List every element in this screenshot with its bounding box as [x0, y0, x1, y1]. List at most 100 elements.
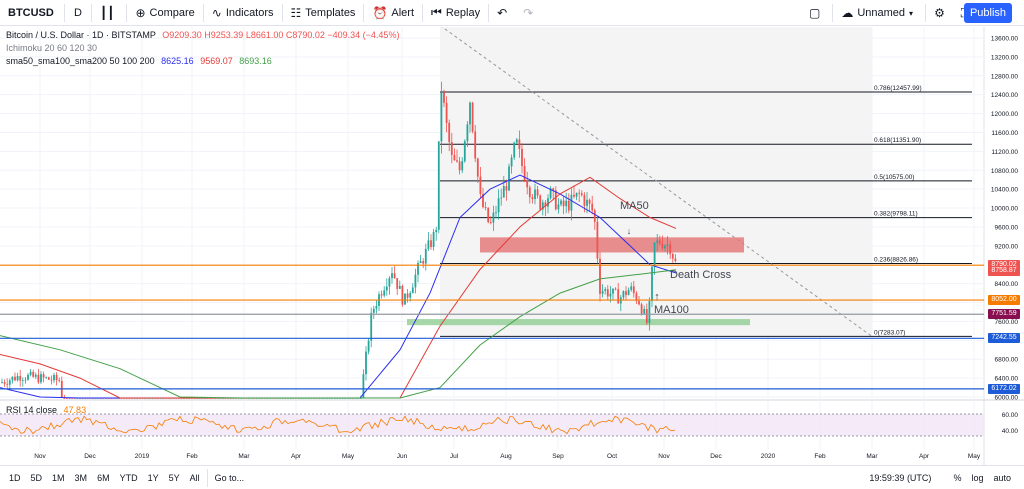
- candle-body: [502, 186, 505, 198]
- price-tick-label: 8400.00: [995, 281, 1019, 288]
- ma50-annotation: MA50: [620, 200, 649, 212]
- layout-button[interactable]: ☁ Unnamed ▾: [835, 0, 923, 26]
- candle-body: [63, 398, 66, 399]
- price-tick-label: 13200.00: [991, 54, 1018, 61]
- undo-button[interactable]: ↶: [491, 0, 517, 26]
- candle-body: [32, 371, 35, 377]
- redo-button[interactable]: ↷: [517, 0, 543, 26]
- sma50-line: [0, 174, 677, 399]
- candle-body: [401, 285, 404, 305]
- candle-body: [562, 200, 565, 207]
- candle-body: [674, 258, 677, 261]
- clock[interactable]: 19:59:39 (UTC): [869, 472, 932, 483]
- candle-body: [495, 212, 497, 214]
- candle-body: [528, 187, 531, 198]
- rsi-band: [0, 414, 984, 436]
- time-axis[interactable]: Nov Dec 2019 Feb Mar Apr May Jun Jul Aug Sep Oct Nov…: [34, 453, 981, 460]
- candle-body: [632, 286, 635, 294]
- range-button-ytd[interactable]: YTD: [119, 472, 138, 483]
- range-button-1m[interactable]: 1M: [52, 472, 65, 483]
- candle-body: [630, 286, 633, 290]
- legend-interval: 1D: [92, 30, 104, 40]
- candle-body: [458, 161, 461, 171]
- candle-body: [58, 380, 61, 381]
- indicators-button[interactable]: ∿ Indicators: [206, 0, 280, 26]
- templates-button[interactable]: ☷ Templates: [285, 0, 362, 26]
- fib-level-label: 0(7283.07): [874, 329, 905, 336]
- candle-body: [71, 398, 74, 399]
- trend-line: [441, 27, 873, 337]
- rsi-value: 47.83: [63, 405, 87, 415]
- publish-button[interactable]: Publish: [964, 3, 1012, 23]
- alert-label: Alert: [391, 6, 415, 19]
- candle-body: [599, 258, 601, 294]
- templates-icon: ☷: [290, 5, 302, 20]
- fullscreen-button[interactable]: ▢: [803, 0, 830, 26]
- goto-button[interactable]: Go to...: [214, 472, 245, 483]
- fib-level-label: 0.618(11351.90): [874, 137, 921, 144]
- candle-body: [596, 221, 599, 259]
- settings-button[interactable]: ⚙: [928, 0, 955, 26]
- divider: [206, 468, 208, 487]
- candle-body: [518, 139, 521, 149]
- price-axis-marker: 8790.02: [988, 260, 1020, 271]
- candle-body: [471, 102, 474, 132]
- range-button-1y[interactable]: 1Y: [147, 472, 159, 483]
- candle-body: [391, 273, 393, 279]
- percent-toggle[interactable]: %: [953, 472, 962, 483]
- replay-label: Replay: [445, 6, 481, 19]
- candle-body: [497, 198, 500, 213]
- replay-button[interactable]: ⏮ Replay: [425, 0, 486, 26]
- fibonacci-retracement[interactable]: 1(13866.93)0.786(12457.99)0.618(11351.90…: [440, 27, 972, 337]
- candle-body: [55, 374, 58, 381]
- top-toolbar: BTCUSD D ┃┃ ⊕ Compare ∿ Indicators ☷ Templa…: [0, 0, 1024, 26]
- horizontal-lines[interactable]: [0, 264, 984, 390]
- price-tick-label: 6400.00: [995, 376, 1019, 383]
- candle-body: [531, 197, 534, 200]
- time-tick-label: 2019: [135, 453, 150, 460]
- price-tick-label: 11600.00: [991, 130, 1018, 137]
- candle-body: [34, 374, 37, 377]
- candle-body: [547, 198, 549, 207]
- time-tick-label: Mar: [238, 453, 250, 460]
- range-button-5d[interactable]: 5D: [30, 472, 43, 483]
- candle-body: [645, 309, 648, 323]
- range-button-6m[interactable]: 6M: [97, 472, 110, 483]
- range-button-3m[interactable]: 3M: [74, 472, 88, 483]
- annotations[interactable]: MA50 ↓ Death Cross ↑MA100: [620, 200, 732, 316]
- highlight-zones[interactable]: [407, 237, 750, 326]
- candle-body: [42, 374, 45, 378]
- alert-button[interactable]: ⏰ Alert: [366, 0, 420, 26]
- chart-canvas[interactable]: 1(13866.93)0.786(12457.99)0.618(11351.90…: [0, 27, 1024, 465]
- price-axis[interactable]: 13600.00 13200.00 12800.00 12400.00 12000.00…: [991, 36, 1019, 402]
- candle-body: [570, 194, 573, 211]
- candle-body: [27, 374, 29, 380]
- candle-body: [21, 380, 24, 381]
- rsi-line: [0, 415, 676, 435]
- candle-body: [526, 180, 529, 188]
- range-button-5y[interactable]: 5Y: [168, 472, 180, 483]
- candle-body: [385, 286, 388, 291]
- price-tick-label: 10400.00: [991, 187, 1018, 194]
- time-tick-label: Jul: [450, 453, 459, 460]
- time-tick-label: 2020: [761, 453, 776, 460]
- divider: [91, 3, 92, 22]
- chart-type-button[interactable]: ┃┃: [94, 0, 124, 26]
- candle-body: [666, 244, 669, 246]
- compare-button[interactable]: ⊕ Compare: [129, 0, 200, 26]
- rsi-legend[interactable]: RSI 14 close 47.83: [6, 405, 86, 415]
- range-button-1d[interactable]: 1D: [9, 472, 21, 483]
- sma-legend[interactable]: sma50_sma100_sma200 50 100 200 8625.16 9…: [6, 56, 272, 66]
- candle-body: [380, 294, 383, 296]
- ichimoku-legend[interactable]: Ichimoku 20 60 120 30: [6, 43, 98, 53]
- log-toggle[interactable]: log: [971, 472, 984, 483]
- candle-body: [47, 377, 50, 380]
- candle-body: [24, 379, 27, 381]
- symbol-search[interactable]: BTCUSD: [8, 6, 54, 19]
- interval-button[interactable]: D: [74, 6, 82, 19]
- auto-toggle[interactable]: auto: [993, 472, 1011, 483]
- range-button-all[interactable]: All: [189, 472, 200, 483]
- candle-body: [406, 293, 409, 298]
- candle-body: [372, 308, 375, 313]
- price-axis-marker: 8758.87: [988, 265, 1020, 276]
